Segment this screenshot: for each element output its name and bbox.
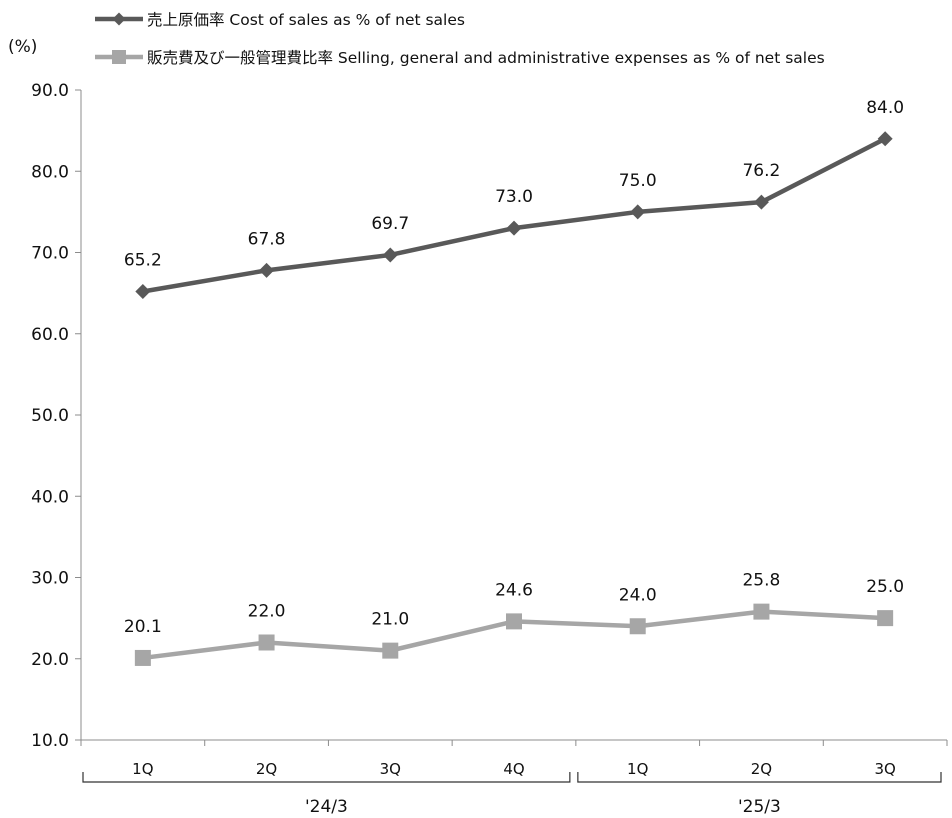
legend-label: 販売費及び一般管理費比率 Selling, general and admini… [147, 49, 825, 67]
data-label: 20.1 [124, 617, 162, 637]
group-label: '25/3 [738, 797, 781, 817]
data-label: 65.2 [124, 251, 162, 271]
x-tick-label: 1Q [132, 760, 153, 778]
legend-marker-square [112, 50, 126, 64]
data-label: 24.0 [619, 585, 657, 605]
group-label: '24/3 [305, 797, 348, 817]
data-label: 67.8 [248, 229, 286, 249]
data-point-diamond [753, 194, 769, 210]
y-tick-label: 20.0 [31, 650, 69, 670]
data-point-square [877, 610, 894, 627]
y-tick-label: 30.0 [31, 569, 69, 589]
data-label: 22.0 [248, 602, 286, 622]
group-bracket [82, 772, 571, 783]
data-label: 21.0 [371, 610, 409, 630]
x-tick-label: 1Q [627, 760, 648, 778]
data-label: 75.0 [619, 171, 657, 191]
x-ticks: 1Q 2Q 3Q 4Q 1Q 2Q 3Q [80, 740, 948, 778]
data-label: 76.2 [742, 161, 780, 181]
data-label: 25.0 [866, 577, 904, 597]
legend: 売上原価率 Cost of sales as % of net sales 販売費… [95, 11, 825, 67]
group-bracket [577, 772, 942, 783]
x-tick-label: 2Q [751, 760, 772, 778]
x-tick-label: 3Q [380, 760, 401, 778]
y-tick-label: 80.0 [31, 162, 69, 182]
series-2: 20.1 22.0 21.0 24.6 24.0 25.8 25.0 [124, 571, 904, 666]
category-groups: '24/3 '25/3 [82, 772, 942, 817]
y-tick-label: 90.0 [31, 81, 69, 101]
y-axis-label: (%) [8, 37, 37, 57]
y-tick-label: 70.0 [31, 244, 69, 264]
legend-marker-diamond [112, 12, 126, 26]
y-tick-label: 10.0 [31, 731, 69, 751]
data-point-square [134, 649, 151, 666]
legend-item-2: 販売費及び一般管理費比率 Selling, general and admini… [95, 49, 825, 67]
data-point-square [382, 642, 399, 659]
y-ticks: 10.0 20.0 30.0 40.0 50.0 60.0 70.0 80.0 90.0 [31, 81, 81, 751]
data-point-diamond [382, 247, 398, 263]
y-tick-label: 60.0 [31, 325, 69, 345]
data-point-square [258, 634, 275, 651]
x-tick-label: 3Q [874, 760, 895, 778]
data-label: 24.6 [495, 580, 533, 600]
legend-item-1: 売上原価率 Cost of sales as % of net sales [95, 11, 465, 29]
data-point-diamond [877, 131, 893, 147]
data-point-diamond [259, 262, 275, 278]
data-point-diamond [506, 220, 522, 236]
data-label: 84.0 [866, 98, 904, 118]
series-1: 65.2 67.8 69.7 73.0 75.0 76.2 84.0 [124, 98, 904, 299]
legend-label: 売上原価率 Cost of sales as % of net sales [147, 11, 465, 29]
series-layer: 65.2 67.8 69.7 73.0 75.0 76.2 84.0 20.1 22.0 21.0… [124, 98, 904, 666]
data-point-square [506, 613, 522, 630]
x-tick-label: 4Q [503, 760, 524, 778]
data-label: 69.7 [371, 214, 409, 234]
data-point-diamond [135, 284, 151, 299]
y-tick-label: 40.0 [31, 487, 69, 507]
y-tick-label: 50.0 [31, 406, 69, 426]
data-point-square [629, 618, 646, 635]
data-label: 73.0 [495, 187, 533, 207]
data-point-square [753, 603, 770, 620]
x-tick-label: 2Q [256, 760, 277, 778]
data-label: 25.8 [742, 571, 780, 591]
data-point-diamond [630, 204, 646, 220]
